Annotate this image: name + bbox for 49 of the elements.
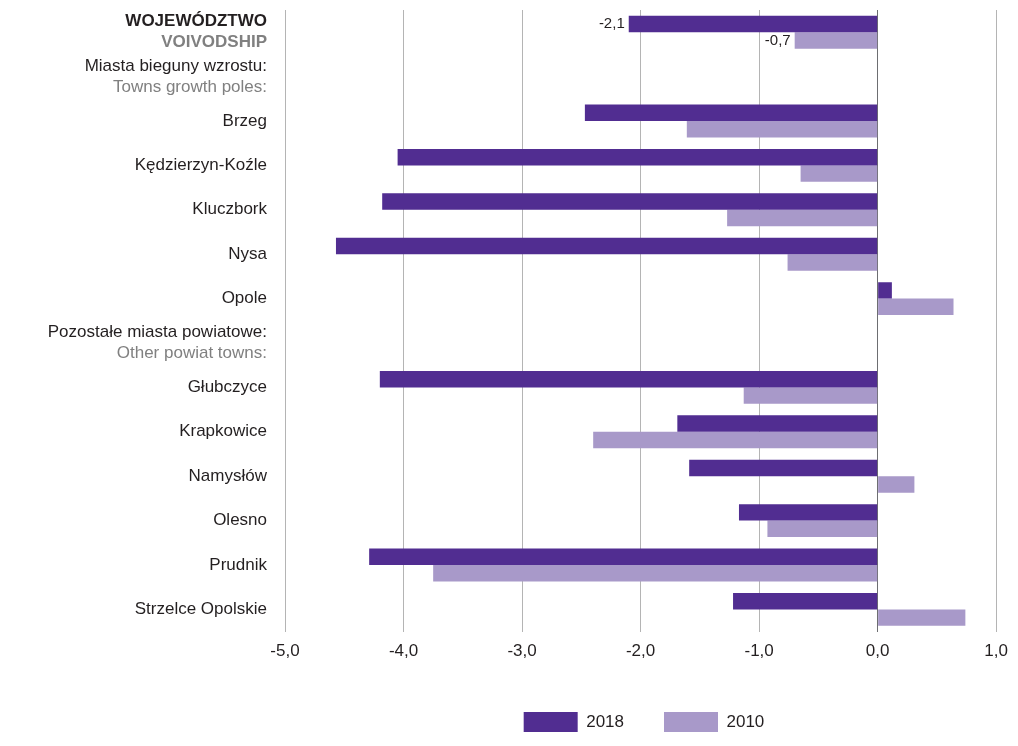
x-tick-label: -3,0 bbox=[507, 641, 537, 661]
bar bbox=[767, 520, 878, 538]
bar bbox=[800, 165, 878, 182]
bar bbox=[878, 609, 966, 626]
y-tick-label: Kluczbork bbox=[192, 199, 268, 219]
bar bbox=[584, 104, 878, 121]
x-tick-label: 0,0 bbox=[865, 641, 890, 661]
x-tick-label: -5,0 bbox=[270, 641, 300, 661]
bar bbox=[738, 504, 878, 521]
data-label: -0,7 bbox=[764, 30, 791, 48]
bar bbox=[743, 387, 878, 404]
bar bbox=[727, 209, 878, 227]
x-tick-label: -4,0 bbox=[388, 641, 419, 661]
x-tick-label: -1,0 bbox=[744, 641, 774, 661]
bar bbox=[369, 548, 878, 565]
bar bbox=[677, 415, 878, 432]
bar bbox=[733, 592, 878, 610]
bar bbox=[689, 459, 878, 477]
text: Pozostałe miasta powiatowe: Other powiat towns: bbox=[47, 322, 267, 363]
y-tick-label: Nysa bbox=[228, 243, 268, 263]
legend-label: 2018 bbox=[586, 711, 625, 731]
y-tick-label: WOJEWÓDZTWO VOIVODSHIP bbox=[125, 11, 267, 52]
y-tick-label: Głubczyce bbox=[187, 377, 267, 397]
y-tick-label: Namysłów bbox=[188, 465, 268, 485]
y-tick-label: Prudnik bbox=[209, 554, 268, 574]
bar bbox=[335, 237, 878, 255]
bar bbox=[433, 565, 878, 582]
x-tick-label: 1,0 bbox=[984, 641, 1008, 661]
bar bbox=[878, 282, 892, 299]
bar bbox=[878, 476, 915, 493]
bar bbox=[686, 121, 878, 138]
y-tick-label: Olesno bbox=[213, 510, 267, 530]
y-tick-label: Kędzierzyn-Koźle bbox=[134, 155, 267, 175]
bar bbox=[593, 431, 878, 449]
y-tick-label: Krapkowice bbox=[179, 421, 267, 441]
y-tick-label: Brzeg bbox=[222, 110, 267, 130]
bar bbox=[878, 298, 954, 316]
y-tick-label: Strzelce Opolskie bbox=[134, 599, 267, 619]
bar bbox=[379, 370, 878, 388]
bar bbox=[628, 15, 878, 33]
bar bbox=[382, 193, 878, 210]
data-label: -2,1 bbox=[598, 14, 625, 32]
bar bbox=[794, 32, 878, 49]
bar bbox=[787, 254, 878, 271]
y-tick-label: Opole bbox=[221, 288, 267, 308]
legend-label: 2010 bbox=[726, 711, 765, 731]
text: Miasta bieguny wzrostu: Towns growth poles: bbox=[84, 55, 267, 96]
bar bbox=[397, 148, 878, 166]
x-tick-label: -2,0 bbox=[625, 641, 656, 661]
